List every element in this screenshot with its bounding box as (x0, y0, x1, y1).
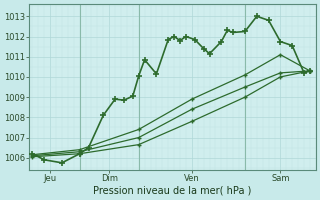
X-axis label: Pression niveau de la mer( hPa ): Pression niveau de la mer( hPa ) (93, 186, 252, 196)
